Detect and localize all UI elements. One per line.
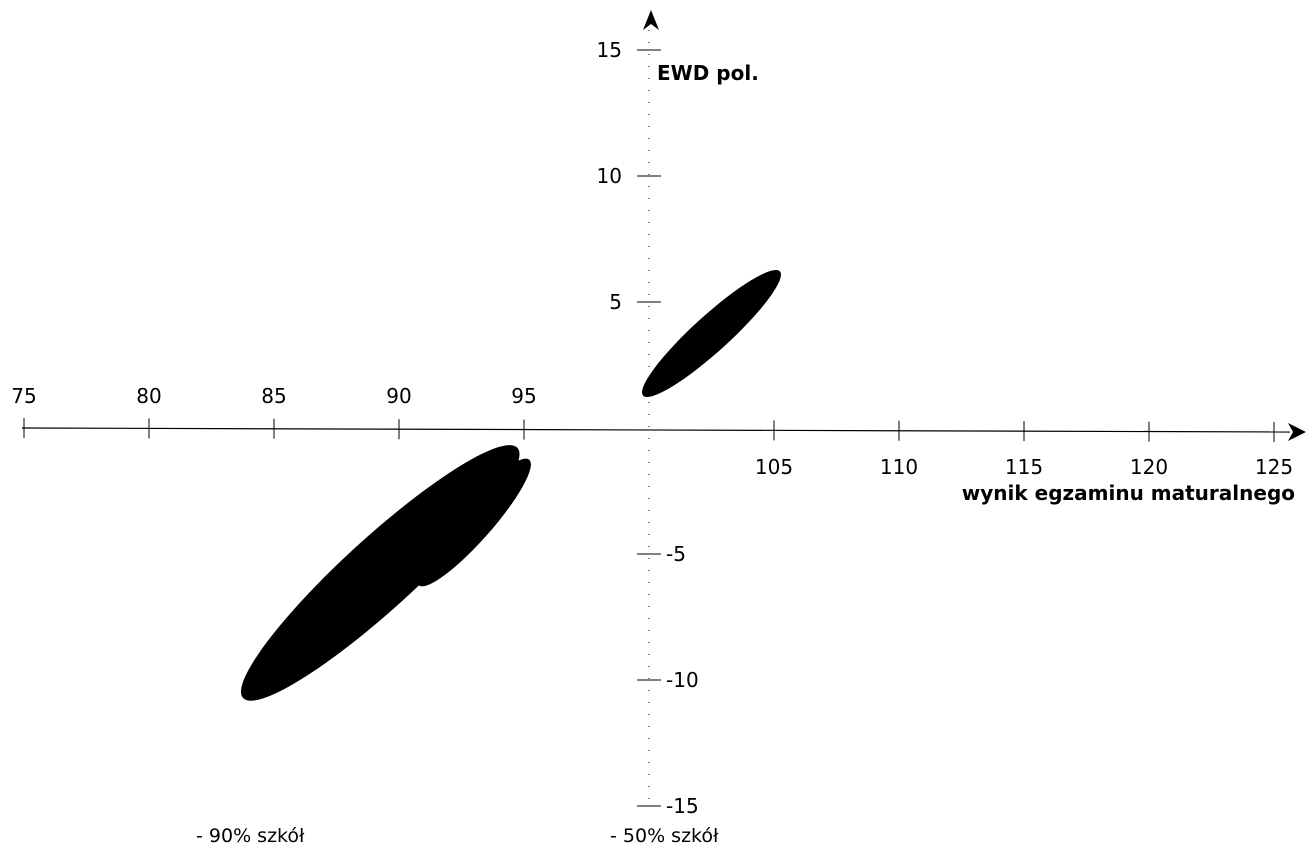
x-axis-arrow-icon — [1288, 423, 1306, 441]
x-tick-label: 80 — [136, 384, 161, 408]
y-tick-label: 5 — [609, 290, 622, 314]
y-ticks: 15 10 5 -5 -10 -15 — [597, 38, 699, 818]
x-tick-label: 120 — [1130, 455, 1168, 479]
x-tick-label: 90 — [386, 384, 411, 408]
x-ticks: 75 80 85 90 95 105 110 115 120 125 — [11, 384, 1293, 479]
y-axis-title: EWD pol. — [657, 61, 759, 85]
y-axis-arrow-icon — [643, 10, 659, 30]
x-tick-label: 125 — [1255, 455, 1293, 479]
x-tick-label: 110 — [880, 455, 918, 479]
y-tick-label: -5 — [666, 542, 686, 566]
legend-item-50: - 50% szkół — [610, 825, 719, 847]
region-0 — [642, 270, 781, 397]
x-tick-label: 75 — [11, 384, 36, 408]
x-tick-label: 85 — [261, 384, 286, 408]
x-axis-line — [21, 427, 1291, 433]
y-tick-label: -10 — [666, 668, 699, 692]
y-tick-label: -15 — [666, 794, 699, 818]
regions — [241, 270, 781, 701]
x-tick-label: 95 — [511, 384, 536, 408]
y-tick-label: 15 — [597, 38, 622, 62]
y-tick-label: 10 — [597, 164, 622, 188]
region-2 — [241, 445, 520, 701]
x-axis — [21, 423, 1306, 441]
x-axis-title: wynik egzaminu maturalnego — [962, 481, 1295, 505]
y-axis — [643, 10, 659, 810]
x-tick-label: 105 — [755, 455, 793, 479]
legend-item-90: - 90% szkół — [196, 825, 305, 847]
x-tick-label: 115 — [1005, 455, 1043, 479]
